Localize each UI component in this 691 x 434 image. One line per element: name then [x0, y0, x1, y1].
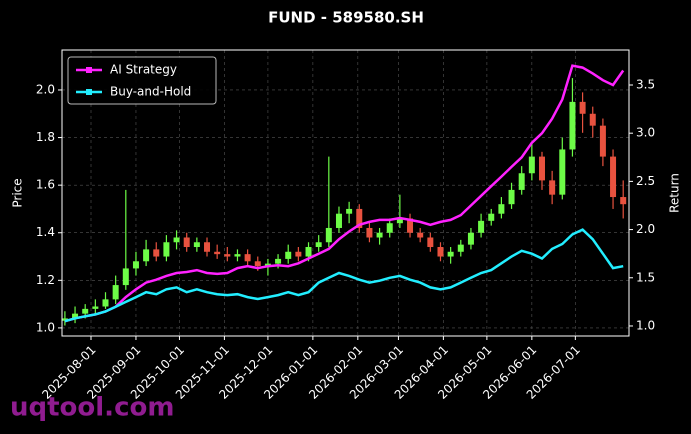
candle-body: [620, 197, 627, 205]
candle-body: [173, 237, 180, 243]
candle-body: [467, 232, 474, 245]
candle-body: [122, 268, 129, 286]
y-tick-label: 1.6: [36, 178, 55, 192]
candle-body: [610, 156, 617, 198]
legend-label: AI Strategy: [110, 63, 177, 77]
candle-body: [305, 247, 312, 257]
candle-body: [204, 242, 211, 252]
candle-body: [214, 251, 221, 255]
candle-body: [447, 251, 454, 257]
candle-body: [528, 156, 535, 174]
candle-body: [82, 308, 89, 314]
y2-tick-label: 3.0: [636, 126, 655, 140]
y2-tick-label: 3.5: [636, 77, 655, 91]
candle-body: [193, 242, 200, 248]
candle-body: [244, 254, 251, 262]
candle-body: [376, 232, 383, 238]
candle-body: [457, 244, 464, 252]
candle-body: [72, 313, 79, 319]
legend-marker: [86, 89, 92, 95]
candle-body: [366, 227, 373, 238]
candle-body: [356, 208, 363, 228]
legend-label: Buy-and-Hold: [110, 85, 191, 99]
candle-body: [102, 299, 109, 307]
candle-body: [407, 218, 414, 233]
candle-body: [599, 125, 606, 157]
y2-tick-label: 2.0: [636, 222, 655, 236]
candle-body: [386, 223, 393, 233]
candle-body: [325, 227, 332, 243]
candle-body: [264, 263, 271, 267]
candle-body: [579, 101, 586, 114]
y2-tick-label: 1.5: [636, 270, 655, 284]
y-tick-label: 2.0: [36, 82, 55, 96]
y-tick-label: 1.2: [36, 273, 55, 287]
candle-body: [183, 237, 190, 248]
candle-body: [498, 204, 505, 214]
candle-body: [163, 242, 170, 257]
candle-body: [538, 156, 545, 181]
candle-body: [335, 213, 342, 228]
y-axis-label: Price: [11, 178, 25, 207]
candle-body: [295, 251, 302, 257]
candle-body: [143, 249, 150, 262]
candle-body: [569, 101, 576, 150]
watermark: uqtool.com: [10, 393, 174, 423]
candle-body: [132, 261, 139, 269]
legend-box: [67, 56, 217, 105]
candle-body: [427, 237, 434, 248]
candle-body: [559, 149, 566, 195]
candle-body: [153, 249, 160, 257]
candle-body: [92, 306, 99, 309]
candle-body: [396, 218, 403, 224]
candle-body: [589, 113, 596, 126]
candle-body: [518, 173, 525, 190]
chart-title: FUND - 589580.SH: [268, 9, 424, 27]
candle-body: [224, 254, 231, 257]
candle-body: [478, 220, 485, 233]
plot-frame: [61, 49, 630, 337]
candle-body: [254, 261, 261, 267]
candle-body: [275, 258, 282, 264]
candle-body: [488, 213, 495, 221]
candle-body: [112, 285, 119, 300]
candle-body: [508, 189, 515, 205]
candle-body: [437, 247, 444, 257]
y2-tick-label: 1.0: [636, 318, 655, 332]
candle-body: [549, 180, 556, 195]
candle-body: [234, 254, 241, 257]
y-tick-label: 1.0: [36, 320, 55, 334]
candle-body: [346, 208, 353, 214]
candle-body: [417, 232, 424, 238]
y-tick-label: 1.4: [36, 225, 55, 239]
series-line: [64, 228, 624, 323]
candle-body: [61, 318, 68, 321]
candle-body: [315, 242, 322, 248]
y-tick-label: 1.8: [36, 130, 55, 144]
y2-axis-label: Return: [668, 173, 682, 213]
legend-marker: [86, 67, 92, 73]
candle-body: [285, 251, 292, 259]
series-line: [64, 64, 625, 323]
y2-tick-label: 2.5: [636, 174, 655, 188]
